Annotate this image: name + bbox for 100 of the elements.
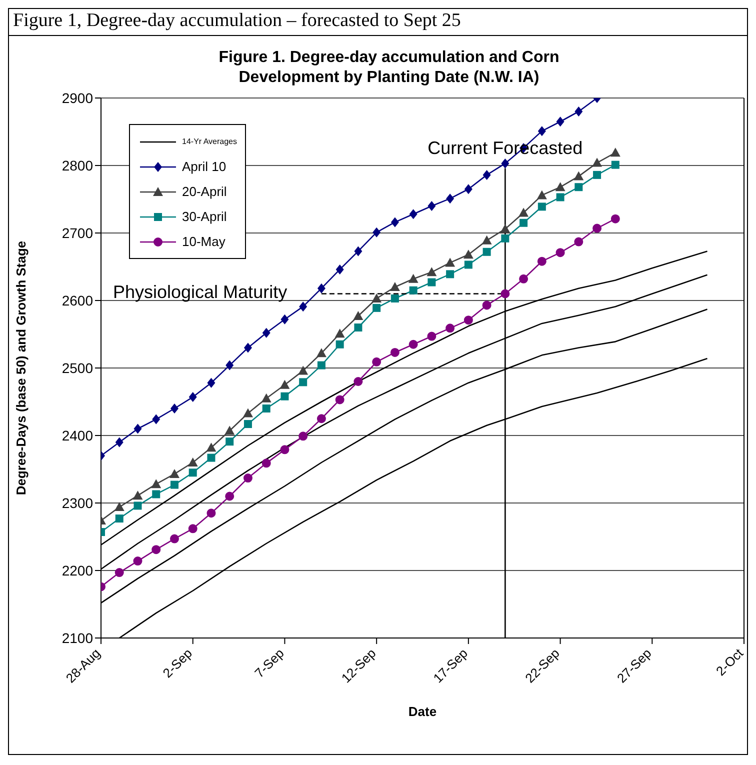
point xyxy=(446,270,454,278)
point xyxy=(317,361,326,370)
point xyxy=(336,264,344,274)
point xyxy=(280,380,290,389)
point xyxy=(115,514,124,523)
point xyxy=(151,479,162,488)
point xyxy=(169,468,180,478)
point xyxy=(336,340,344,348)
point xyxy=(611,160,620,169)
point xyxy=(390,294,399,302)
point xyxy=(482,248,491,256)
point xyxy=(610,148,620,157)
point xyxy=(390,217,399,228)
point xyxy=(280,392,289,400)
point xyxy=(299,378,308,386)
chart-subtitle: Figure 1, Degree-day accumulation – forecasted to Sept 25 xyxy=(8,8,748,35)
point xyxy=(574,106,583,116)
point xyxy=(261,393,272,402)
point xyxy=(538,202,546,211)
point xyxy=(226,360,234,370)
point xyxy=(134,424,142,434)
point xyxy=(464,260,472,269)
point xyxy=(133,556,142,566)
point xyxy=(536,190,547,200)
point xyxy=(114,502,124,512)
point xyxy=(299,302,308,312)
point xyxy=(372,293,382,302)
point xyxy=(592,224,602,233)
point xyxy=(225,492,234,501)
point xyxy=(354,324,362,332)
point xyxy=(132,490,143,500)
y-tick-label: 2200 xyxy=(62,562,94,578)
point xyxy=(372,357,382,366)
point xyxy=(170,404,178,414)
point xyxy=(610,214,620,224)
point xyxy=(152,490,160,498)
point xyxy=(298,366,308,375)
point xyxy=(244,420,252,428)
point xyxy=(354,246,362,256)
point xyxy=(538,126,546,136)
point xyxy=(206,508,216,518)
y-tick-label: 2700 xyxy=(62,224,94,241)
point xyxy=(280,314,289,324)
y-tick-label: 2800 xyxy=(62,157,94,174)
point xyxy=(501,234,510,242)
point xyxy=(574,171,584,180)
point xyxy=(519,274,528,284)
point xyxy=(464,316,473,325)
point xyxy=(390,348,400,357)
point xyxy=(206,442,216,452)
point xyxy=(372,227,381,238)
point xyxy=(152,414,160,424)
point xyxy=(115,437,124,448)
x-axis-title: Date xyxy=(408,704,437,719)
point xyxy=(518,208,529,217)
point xyxy=(262,328,270,338)
point xyxy=(426,267,437,276)
point xyxy=(427,332,436,341)
annotation: Physiological Maturity xyxy=(113,282,288,303)
point xyxy=(463,250,474,259)
point xyxy=(372,304,381,312)
point xyxy=(335,395,344,404)
point xyxy=(428,201,436,211)
point xyxy=(353,311,364,320)
point xyxy=(170,480,178,489)
point xyxy=(188,392,197,402)
legend-label: 20-April xyxy=(182,184,227,199)
point xyxy=(226,438,234,446)
point xyxy=(574,237,584,246)
point xyxy=(188,468,197,477)
point xyxy=(280,445,290,454)
y-tick-label: 2500 xyxy=(62,360,94,376)
point xyxy=(556,248,565,258)
legend-label: 14-Yr Averages xyxy=(182,137,237,146)
point xyxy=(500,289,510,298)
point xyxy=(555,182,566,192)
point xyxy=(262,404,270,412)
point xyxy=(482,170,491,180)
point xyxy=(501,158,510,168)
point xyxy=(354,377,363,386)
point xyxy=(592,158,602,167)
y-tick-label: 2300 xyxy=(62,494,94,511)
y-tick-label: 2600 xyxy=(62,292,94,308)
point xyxy=(500,224,510,233)
point xyxy=(390,282,400,291)
point xyxy=(482,235,492,244)
point xyxy=(409,286,418,294)
point xyxy=(556,193,564,202)
point xyxy=(298,432,308,441)
point xyxy=(446,194,454,204)
point xyxy=(409,209,418,220)
point xyxy=(262,458,271,468)
legend-label: 30-April xyxy=(182,209,227,224)
y-tick-label: 2400 xyxy=(62,427,94,444)
point xyxy=(593,170,602,179)
y-axis-title: Degree-Days (base 50) and Growth Stage xyxy=(14,240,29,496)
point xyxy=(464,184,472,194)
chart-title: Figure 1. Degree-day accumulation and Corn Development by Planting Date (N.W. IA) xyxy=(218,48,560,88)
point xyxy=(317,283,326,294)
point xyxy=(170,534,179,544)
